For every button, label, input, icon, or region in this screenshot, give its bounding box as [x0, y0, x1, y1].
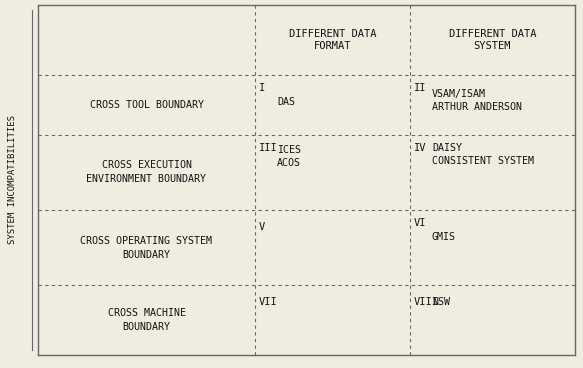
- Text: VI: VI: [414, 218, 427, 228]
- Text: CROSS TOOL BOUNDARY: CROSS TOOL BOUNDARY: [90, 100, 203, 110]
- Text: SYSTEM INCOMPATIBILITIES: SYSTEM INCOMPATIBILITIES: [9, 116, 17, 244]
- Text: I: I: [259, 83, 265, 93]
- Text: CROSS OPERATING SYSTEM: CROSS OPERATING SYSTEM: [80, 236, 212, 245]
- Text: ARTHUR ANDERSON: ARTHUR ANDERSON: [432, 102, 522, 112]
- Text: CONSISTENT SYSTEM: CONSISTENT SYSTEM: [432, 156, 534, 166]
- Text: CROSS MACHINE: CROSS MACHINE: [107, 308, 185, 318]
- Text: II: II: [414, 83, 427, 93]
- Text: BOUNDARY: BOUNDARY: [122, 250, 170, 259]
- Text: DIFFERENT DATA
FORMAT: DIFFERENT DATA FORMAT: [289, 29, 376, 51]
- Text: ENVIRONMENT BOUNDARY: ENVIRONMENT BOUNDARY: [86, 174, 206, 184]
- Text: DAS: DAS: [277, 97, 295, 107]
- Text: CROSS EXECUTION: CROSS EXECUTION: [101, 160, 191, 170]
- Text: DAISY: DAISY: [432, 143, 462, 153]
- Text: VII: VII: [259, 297, 278, 307]
- Text: NSW: NSW: [432, 297, 450, 307]
- Text: V: V: [259, 222, 265, 232]
- Text: GMIS: GMIS: [432, 232, 456, 242]
- Text: ICES: ICES: [277, 145, 301, 155]
- Text: III: III: [259, 143, 278, 153]
- Text: VIII: VIII: [414, 297, 439, 307]
- Text: DIFFERENT DATA
SYSTEM: DIFFERENT DATA SYSTEM: [449, 29, 536, 51]
- Text: BOUNDARY: BOUNDARY: [122, 322, 170, 332]
- Text: VSAM/ISAM: VSAM/ISAM: [432, 89, 486, 99]
- Text: ACOS: ACOS: [277, 158, 301, 168]
- Text: IV: IV: [414, 143, 427, 153]
